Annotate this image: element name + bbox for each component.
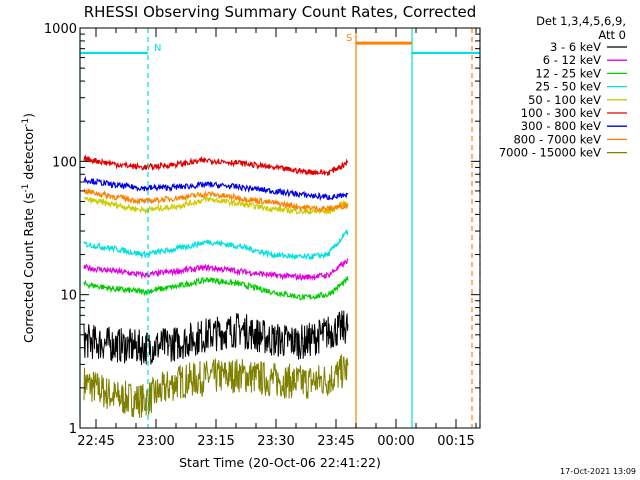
x-tick-label: 22:45 — [77, 434, 114, 449]
series-line — [83, 175, 349, 202]
x-tick-label: 00:00 — [377, 434, 414, 449]
y-axis: 1 10 100 1000 — [44, 22, 480, 437]
night-segment-label: N — [154, 43, 161, 54]
series-line — [83, 354, 349, 419]
y-tick-label: 1 — [69, 422, 77, 437]
legend-entry-label: 300 - 800 keV — [521, 119, 601, 133]
legend-attenuator: Att 0 — [598, 28, 626, 42]
x-tick-label: 00:15 — [437, 434, 474, 449]
x-tick-label: 23:30 — [257, 434, 294, 449]
x-axis-label: Start Time (20-Oct-06 22:41:22) — [179, 455, 381, 470]
y-tick-label: 100 — [52, 155, 77, 170]
y-axis-label: Corrected Count Rate (s-1 detector-1) — [21, 113, 36, 343]
x-tick-label: 23:15 — [197, 434, 234, 449]
x-tick-label: 23:00 — [137, 434, 174, 449]
chart-title: RHESSI Observing Summary Count Rates, Co… — [84, 3, 477, 21]
y-tick-label: 10 — [60, 289, 77, 304]
datestamp: 17-Oct-2021 13:09 — [560, 467, 636, 476]
legend-entry-label: 7000 - 15000 keV — [499, 146, 601, 160]
series-line — [83, 195, 349, 215]
legend-entry-label: 50 - 100 keV — [528, 93, 601, 107]
saa-segment-label: S — [346, 33, 352, 44]
legend-entry-label: 3 - 6 keV — [550, 40, 601, 54]
legend-entry-label: 800 - 7000 keV — [513, 132, 601, 146]
x-tick-label: 23:45 — [317, 434, 354, 449]
series-line — [83, 275, 349, 301]
legend-header: Det 1,3,4,5,6,9, — [536, 14, 626, 28]
series-line — [83, 154, 349, 177]
legend-entry-label: 12 - 25 keV — [535, 66, 601, 80]
series-line — [83, 229, 349, 261]
series-line — [83, 258, 349, 282]
plot-area: NS — [79, 28, 481, 428]
legend-entry-label: 25 - 50 keV — [535, 80, 601, 94]
legend-entry-label: 100 - 300 keV — [521, 106, 601, 120]
y-tick-label: 1000 — [44, 22, 77, 37]
plot-frame — [79, 27, 481, 429]
series-line — [83, 310, 349, 365]
x-axis: 22:45 23:00 23:15 23:30 23:45 00:00 00:15 — [77, 28, 477, 449]
legend-entry-label: 6 - 12 keV — [543, 53, 601, 67]
series-line — [83, 188, 349, 214]
